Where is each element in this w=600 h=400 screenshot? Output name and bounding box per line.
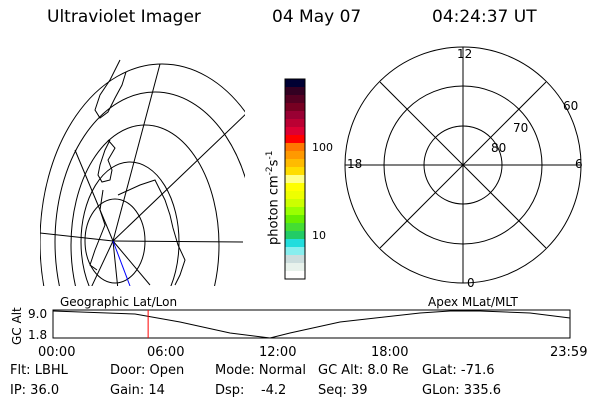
polar-plot xyxy=(344,46,582,284)
time-label: 04:24:37 UT xyxy=(432,7,537,27)
ytick-9: 9.0 xyxy=(28,307,48,321)
colorbar-segment xyxy=(285,255,305,264)
colorbar-segment xyxy=(285,247,305,256)
colorbar-segment xyxy=(285,143,305,152)
polar-plot-label: Apex MLat/MLT xyxy=(428,295,518,309)
colorbar-segment xyxy=(285,207,305,216)
colorbar-segment xyxy=(285,191,305,200)
mode-status: Mode: Normal xyxy=(215,363,306,378)
colorbar-segment xyxy=(285,231,305,240)
colorbar-tick-100: 100 xyxy=(312,141,333,154)
colorbar xyxy=(285,79,305,280)
colorbar-label: photon cm-2s-1 xyxy=(265,150,282,245)
mlt-18: 18 xyxy=(347,157,363,171)
altitude-plot xyxy=(52,309,571,339)
lat-60: 60 xyxy=(563,99,579,113)
altitude-ylabel: GC Alt xyxy=(10,307,24,345)
filter-status: Flt: LBHL xyxy=(10,363,68,378)
colorbar-segment xyxy=(285,111,305,120)
door-status: Door: Open xyxy=(110,363,185,378)
colorbar-segment xyxy=(285,167,305,176)
gain-status: Gain: 14 xyxy=(110,383,165,398)
colorbar-segment xyxy=(285,87,305,96)
mlt-0: 0 xyxy=(467,276,475,290)
instrument-title: Ultraviolet Imager xyxy=(47,7,201,27)
coastline xyxy=(89,59,186,286)
mlt-6: 6 xyxy=(575,157,583,171)
xtick-end: 23:59 xyxy=(550,345,588,360)
geographic-map xyxy=(40,59,245,286)
xtick-0: 00:00 xyxy=(38,345,76,360)
geo-map-label: Geographic Lat/Lon xyxy=(60,295,178,309)
view-direction xyxy=(112,240,131,286)
dsp-status: Dsp: -4.2 xyxy=(215,383,287,398)
seq-status: Seq: 39 xyxy=(318,383,368,398)
lat-70: 70 xyxy=(513,121,529,135)
glon-status: GLon: 335.6 xyxy=(422,383,502,398)
colorbar-segment xyxy=(285,271,305,280)
colorbar-segment xyxy=(285,151,305,160)
colorbar-segment xyxy=(285,215,305,224)
colorbar-segment xyxy=(285,79,305,88)
gc-alt-status: GC Alt: 8.0 Re xyxy=(318,363,409,378)
colorbar-segment xyxy=(285,95,305,104)
colorbar-segment xyxy=(285,239,305,248)
ip-status: IP: 36.0 xyxy=(10,383,60,398)
ytick-1-8: 1.8 xyxy=(28,328,48,342)
colorbar-tick-10: 10 xyxy=(312,229,326,242)
glat-status: GLat: -71.6 xyxy=(422,363,495,378)
date-label: 04 May 07 xyxy=(272,7,362,27)
lat-80: 80 xyxy=(491,141,507,155)
colorbar-segment xyxy=(285,199,305,208)
xtick-12: 12:00 xyxy=(259,345,297,360)
colorbar-segment xyxy=(285,103,305,112)
colorbar-segment xyxy=(285,183,305,192)
colorbar-segment xyxy=(285,135,305,144)
colorbar-segment xyxy=(285,127,305,136)
mlt-12: 12 xyxy=(457,47,473,61)
xtick-6: 06:00 xyxy=(147,345,185,360)
colorbar-segment xyxy=(285,119,305,128)
colorbar-segment xyxy=(285,175,305,184)
xtick-18: 18:00 xyxy=(371,345,409,360)
colorbar-segment xyxy=(285,223,305,232)
colorbar-segment xyxy=(285,159,305,168)
colorbar-segment xyxy=(285,263,305,272)
